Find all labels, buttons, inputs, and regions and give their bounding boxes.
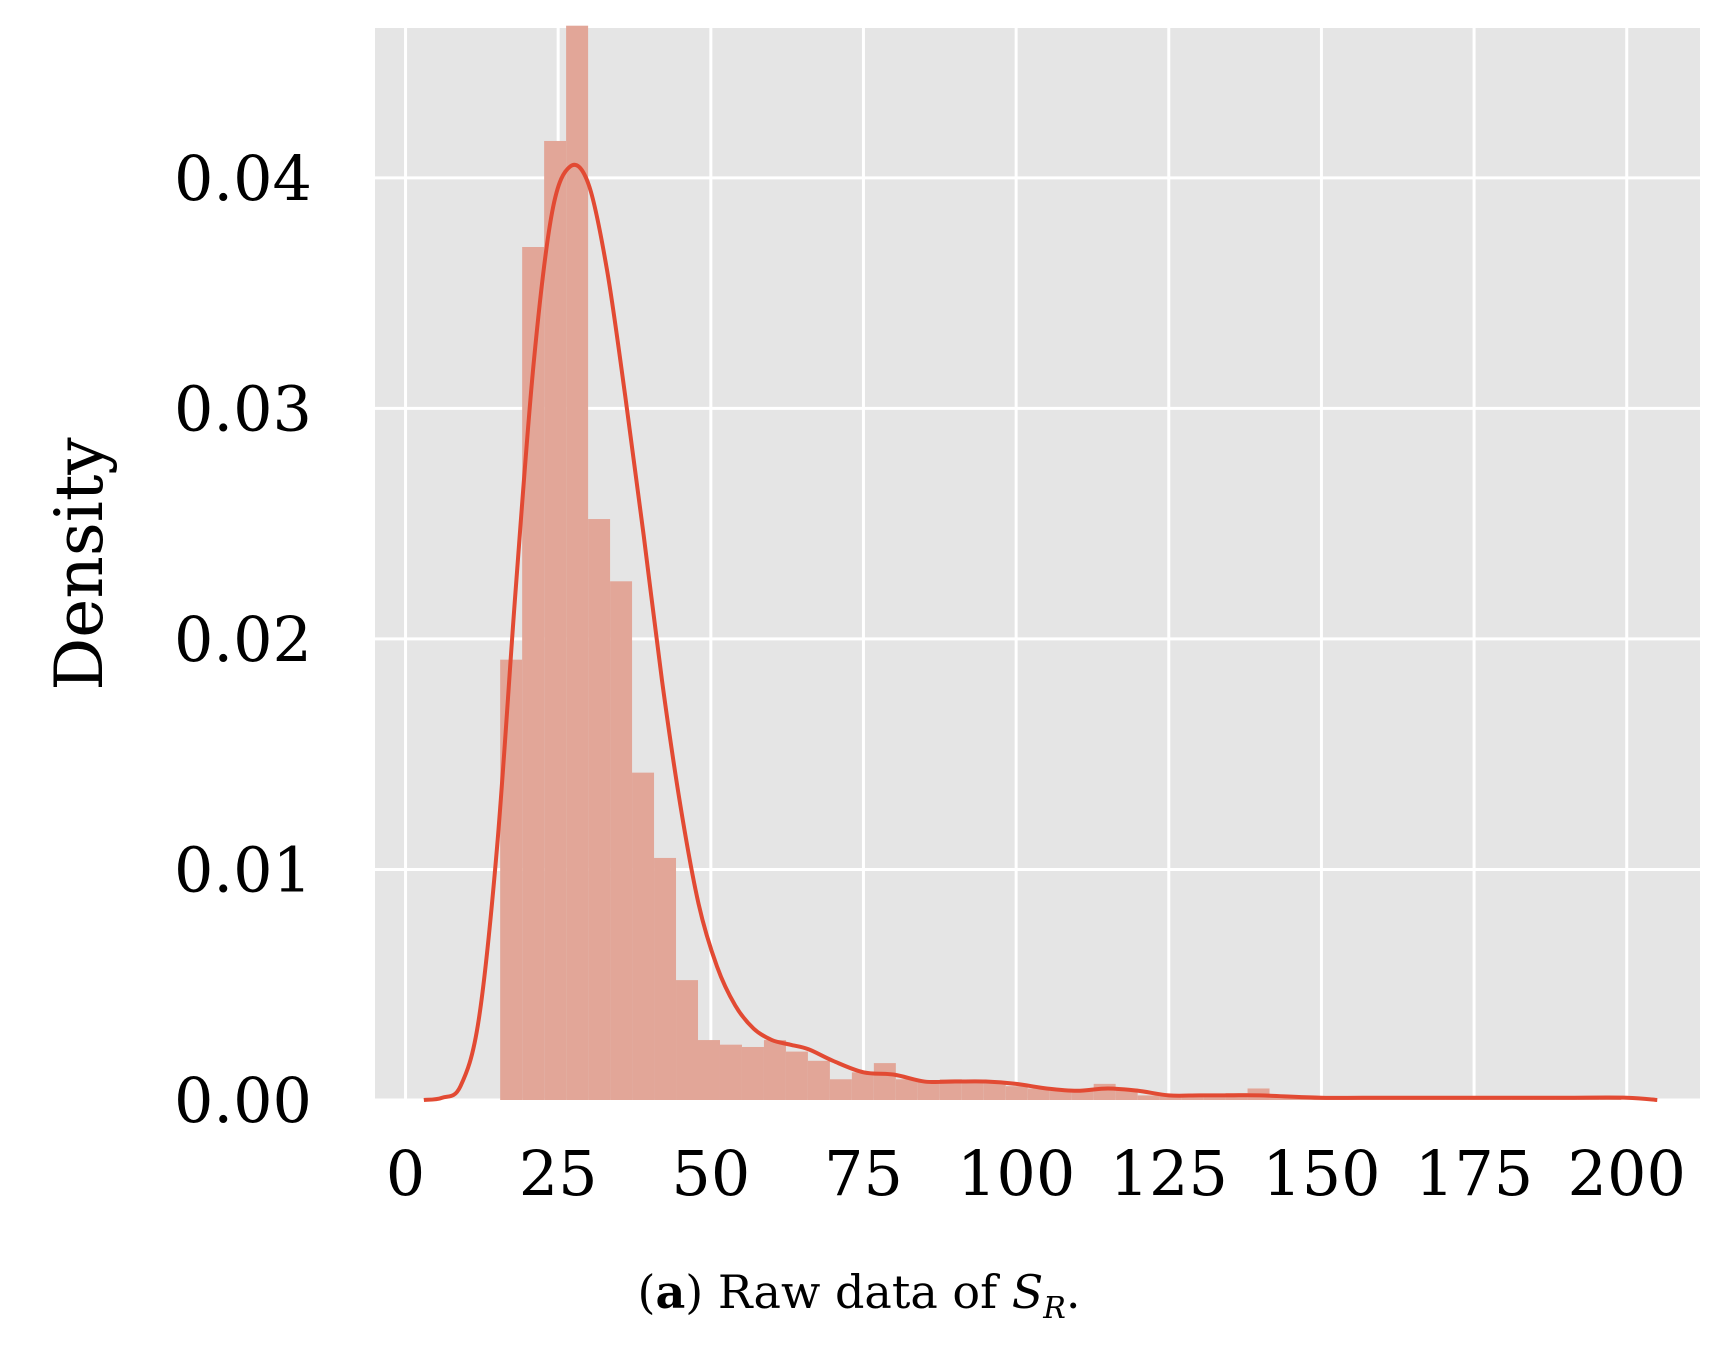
histogram-bar	[785, 1051, 808, 1100]
histogram-bar	[763, 1040, 786, 1100]
kde-curve	[423, 162, 1658, 1102]
histogram-bar	[1005, 1086, 1028, 1100]
histogram-bar	[1049, 1090, 1072, 1100]
histogram-bar	[1203, 1095, 1226, 1100]
histogram-bar	[961, 1081, 984, 1100]
histogram-bar	[698, 1040, 720, 1100]
x-tick-label: 175	[1415, 1137, 1533, 1210]
y-tick-label: 0.02	[174, 603, 312, 676]
histogram-bar	[566, 25, 589, 1101]
histogram-bar	[500, 659, 523, 1100]
histogram-bar	[1093, 1083, 1116, 1100]
histogram-bar	[807, 1060, 830, 1100]
y-tick-label: 0.03	[174, 372, 312, 445]
figure-caption: (a) Raw data of SR.	[637, 1265, 1081, 1327]
histogram-bar	[1137, 1095, 1160, 1100]
x-tick-label: 75	[824, 1137, 903, 1210]
caption-label: a	[655, 1265, 686, 1319]
histogram-bar	[654, 857, 677, 1100]
histogram-bar	[741, 1046, 764, 1100]
y-tick-label: 0.01	[174, 833, 312, 906]
caption-subscript: R	[1043, 1291, 1066, 1327]
caption-text: ) Raw data of	[685, 1265, 1012, 1319]
histogram-bar	[939, 1079, 962, 1100]
histogram-bar	[719, 1044, 742, 1100]
histogram-bar	[1115, 1088, 1138, 1100]
x-tick-label: 25	[519, 1137, 598, 1210]
histogram-bar	[1159, 1095, 1182, 1100]
histogram-bar	[829, 1079, 852, 1100]
x-tick-label: 150	[1262, 1137, 1380, 1210]
histogram-bar	[610, 581, 633, 1100]
histogram-bar	[983, 1081, 1006, 1100]
histogram-bar	[1181, 1095, 1204, 1100]
x-tick-label: 100	[957, 1137, 1075, 1210]
y-tick-labels: 0.00 0.01 0.02 0.03 0.04	[174, 142, 312, 1137]
x-tick-labels: 0 25 50 75 100 125 150 175 200	[386, 1137, 1686, 1210]
histogram-bar	[1071, 1090, 1094, 1100]
histogram-bar	[895, 1079, 918, 1100]
x-tick-label: 50	[671, 1137, 750, 1210]
histogram-bar	[917, 1081, 940, 1100]
caption-end: .	[1065, 1265, 1081, 1319]
histogram-bar	[873, 1063, 896, 1100]
histogram-bar	[544, 140, 567, 1100]
x-tick-label: 125	[1110, 1137, 1228, 1210]
caption-symbol: S	[1011, 1265, 1044, 1319]
y-tick-label: 0.04	[174, 142, 312, 215]
histogram-bar	[522, 247, 545, 1101]
x-tick-label: 200	[1568, 1137, 1686, 1210]
histogram-bar	[588, 519, 611, 1100]
x-tick-label: 0	[386, 1137, 425, 1210]
histogram-bar	[632, 772, 655, 1100]
y-axis-label: Density	[41, 437, 118, 691]
y-tick-label: 0.00	[174, 1064, 312, 1137]
histogram-bar	[676, 980, 699, 1100]
histogram-bar	[851, 1072, 874, 1100]
histogram-bar	[1027, 1088, 1050, 1100]
histogram-bars	[500, 25, 1622, 1101]
